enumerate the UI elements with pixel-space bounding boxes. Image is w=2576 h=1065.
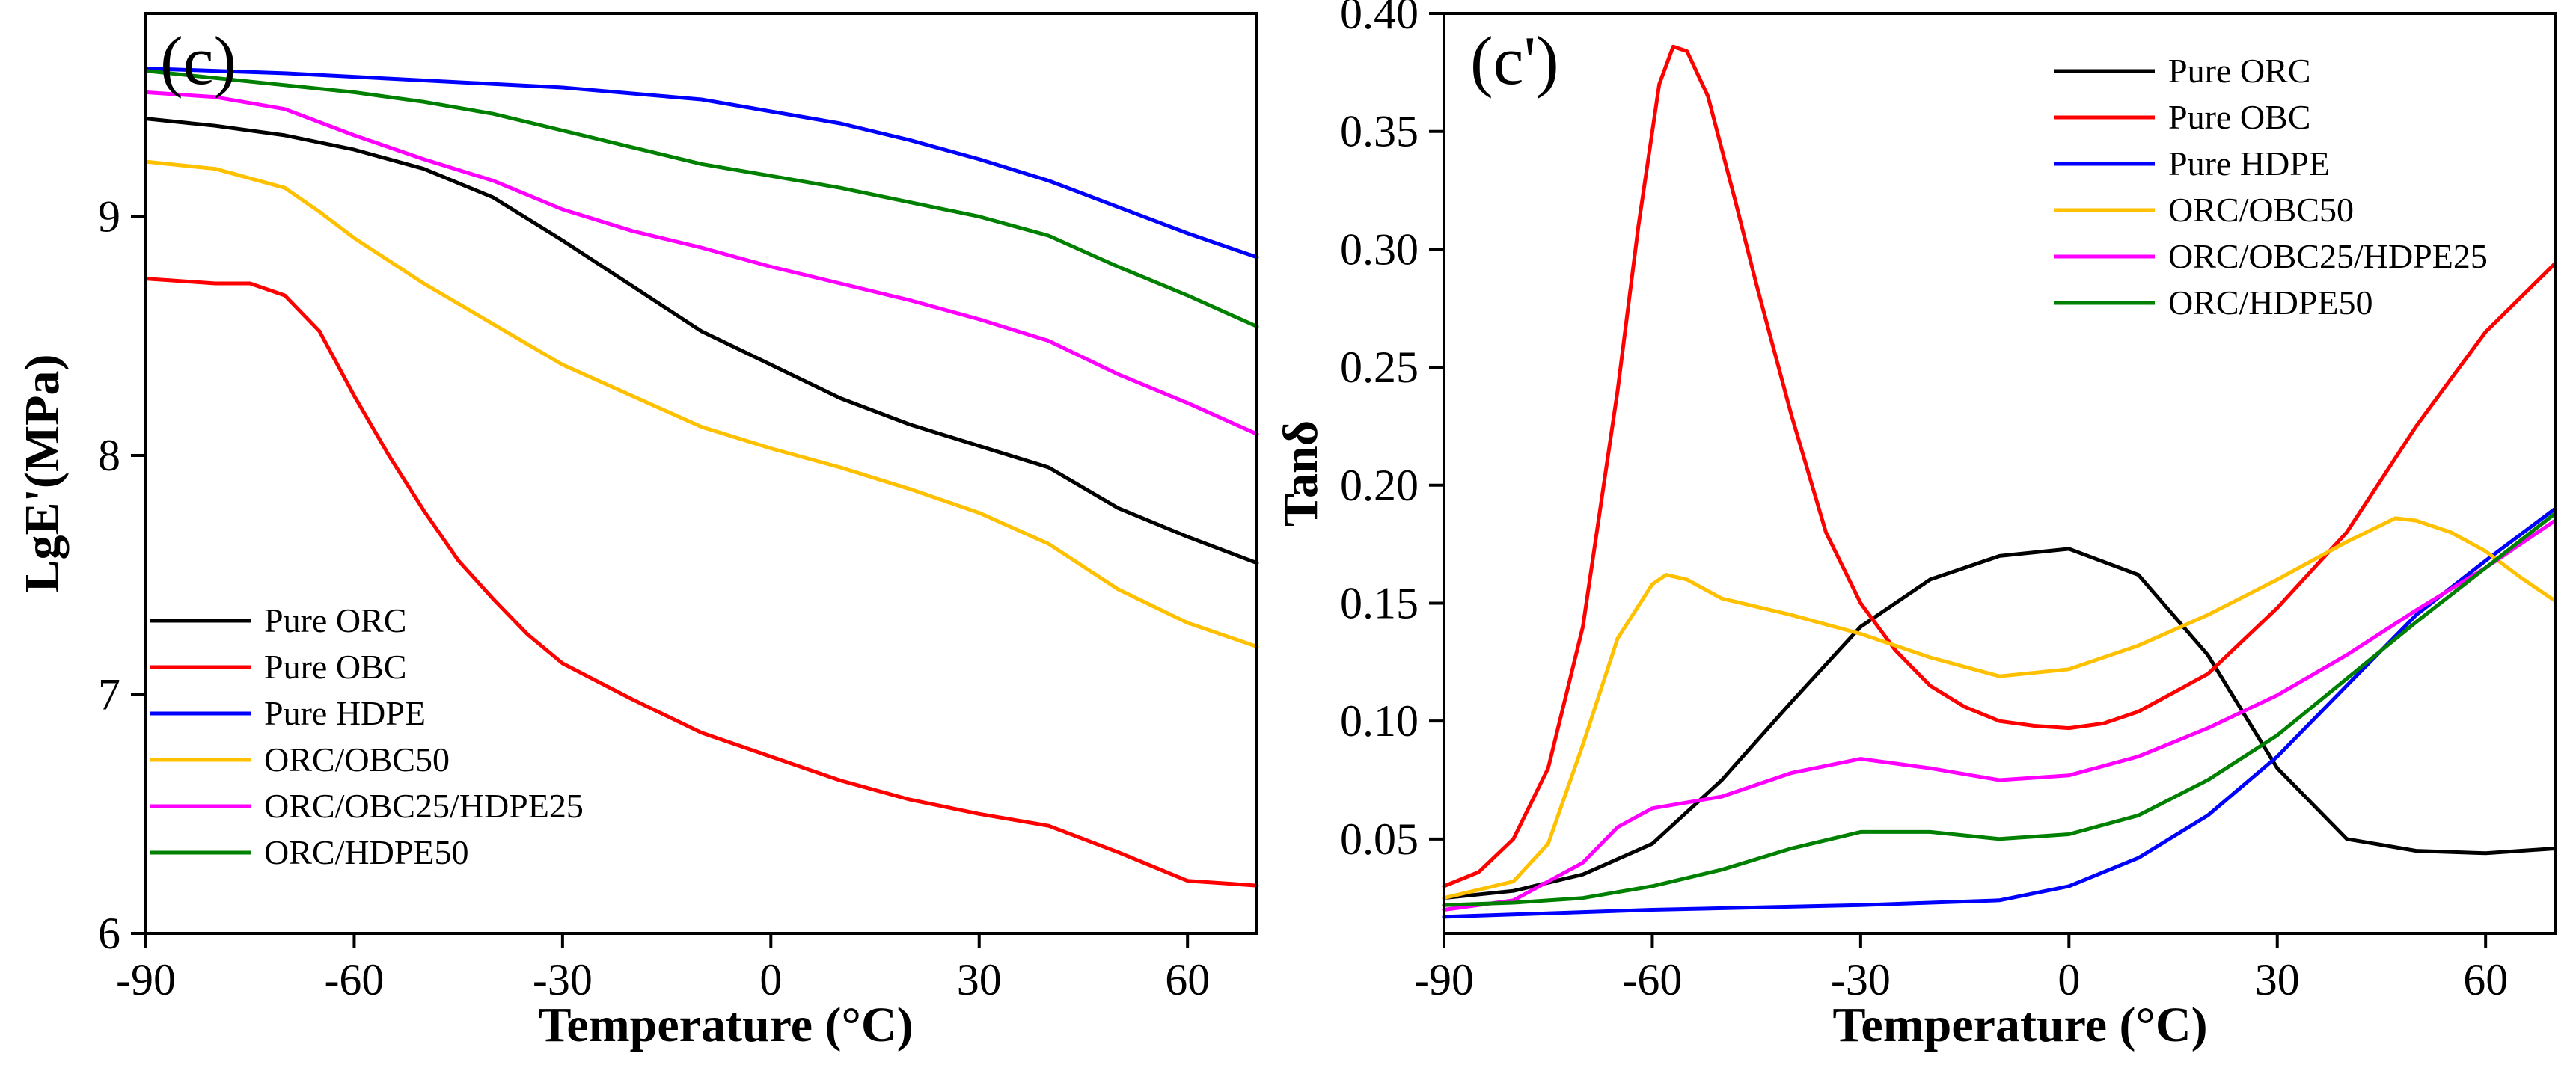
- right-y-tick-label: 0.10: [1340, 696, 1419, 746]
- right-legend-label-orc-hdpe50: ORC/HDPE50: [2168, 283, 2372, 322]
- left-legend-label-orc-obc50: ORC/OBC50: [264, 740, 450, 779]
- right-x-axis-title: Temperature (°C): [1832, 998, 2207, 1052]
- left-series-orc-hdpe50: [144, 69, 1259, 328]
- right-plot-frame: [1443, 12, 2557, 935]
- left-x-tick-label: 60: [1165, 955, 1210, 1004]
- right-legend-label-orc-obc50: ORC/OBC50: [2168, 191, 2354, 229]
- right-series-group: [1442, 44, 2557, 919]
- right-y-tick-label: 0.40: [1340, 0, 1419, 38]
- right-y-tick-label: 0.05: [1340, 814, 1419, 864]
- right-panel-label: (c'): [1470, 22, 1559, 99]
- left-series-pure-hdpe: [144, 67, 1259, 260]
- left-legend: Pure ORC Pure OBC Pure HDPE ORC/OBC50 ORC/OB…: [150, 601, 584, 871]
- right-series-pure-obc: [1442, 44, 2557, 888]
- left-x-tick-label: -60: [324, 955, 384, 1004]
- left-plot-frame: [144, 12, 1258, 935]
- right-series-pure-orc: [1442, 547, 2557, 900]
- right-series-pure-hdpe: [1442, 506, 2557, 919]
- right-legend: Pure ORC Pure OBC Pure HDPE ORC/OBC50 ORC/OB…: [2054, 52, 2488, 322]
- right-y-tick-label: 0.30: [1340, 224, 1419, 274]
- right-legend-label-orc-obc25-hdpe25: ORC/OBC25/HDPE25: [2168, 237, 2488, 275]
- left-legend-label-pure-hdpe: Pure HDPE: [264, 694, 426, 732]
- left-y-tick-label: 7: [98, 670, 120, 719]
- left-legend-label-pure-obc: Pure OBC: [264, 648, 406, 686]
- left-legend-label-pure-orc: Pure ORC: [264, 601, 406, 639]
- left-series-pure-orc: [144, 117, 1259, 565]
- left-legend-label-orc-hdpe50: ORC/HDPE50: [264, 833, 468, 871]
- left-series-orc-obc50: [144, 159, 1259, 649]
- right-y-tick-label: 0.25: [1340, 343, 1419, 392]
- right-series-orc-obc25-hdpe25: [1442, 518, 2557, 912]
- left-y-tick-label: 9: [98, 192, 120, 242]
- left-legend-label-orc-obc25-hdpe25: ORC/OBC25/HDPE25: [264, 787, 584, 825]
- left-x-tick-label: 0: [759, 955, 782, 1004]
- left-series-pure-obc: [144, 277, 1259, 888]
- right-x-tick-label: 30: [2255, 955, 2300, 1004]
- left-x-tick-label: -30: [533, 955, 593, 1004]
- right-y-tick-label: 0.15: [1340, 578, 1419, 627]
- left-series-orc-obc25-hdpe25: [144, 90, 1259, 436]
- right-series-orc-hdpe50: [1442, 512, 2557, 907]
- left-y-tick-label: 6: [98, 909, 120, 958]
- right-legend-label-pure-obc: Pure OBC: [2168, 98, 2310, 136]
- right-x-tick-label: -30: [1831, 955, 1891, 1004]
- left-panel-label: (c): [160, 22, 236, 99]
- right-y-tick-label: 0.20: [1340, 461, 1419, 510]
- left-axis-ticks: -90 -60 -30 0 30 60 6 7 8 9: [98, 192, 1210, 1004]
- left-y-tick-label: 8: [98, 431, 120, 480]
- left-x-axis-title: Temperature (°C): [538, 998, 913, 1052]
- tan-delta-panel: -90 -60 -30 0 30 60 0.05 0.10 0.15 0.20 0.25 0.30 0.…: [1273, 0, 2557, 1052]
- right-x-tick-label: -90: [1414, 955, 1474, 1004]
- left-y-axis-title: LgE'(MPa): [15, 355, 70, 593]
- left-x-tick-label: 30: [957, 955, 1002, 1004]
- right-legend-label-pure-hdpe: Pure HDPE: [2168, 144, 2330, 182]
- right-series-orc-obc50: [1442, 516, 2557, 900]
- left-x-tick-label: -90: [116, 955, 176, 1004]
- right-x-tick-label: 60: [2463, 955, 2508, 1004]
- right-x-tick-label: 0: [2058, 955, 2080, 1004]
- right-y-axis-title: Tanδ: [1273, 420, 1328, 527]
- right-x-tick-label: -60: [1622, 955, 1682, 1004]
- right-y-tick-label: 0.35: [1340, 107, 1419, 156]
- right-legend-label-pure-orc: Pure ORC: [2168, 52, 2310, 90]
- right-axis-ticks: -90 -60 -30 0 30 60 0.05 0.10 0.15 0.20 0.25 0.30 0.…: [1340, 0, 2508, 1004]
- left-series-group: [144, 67, 1259, 888]
